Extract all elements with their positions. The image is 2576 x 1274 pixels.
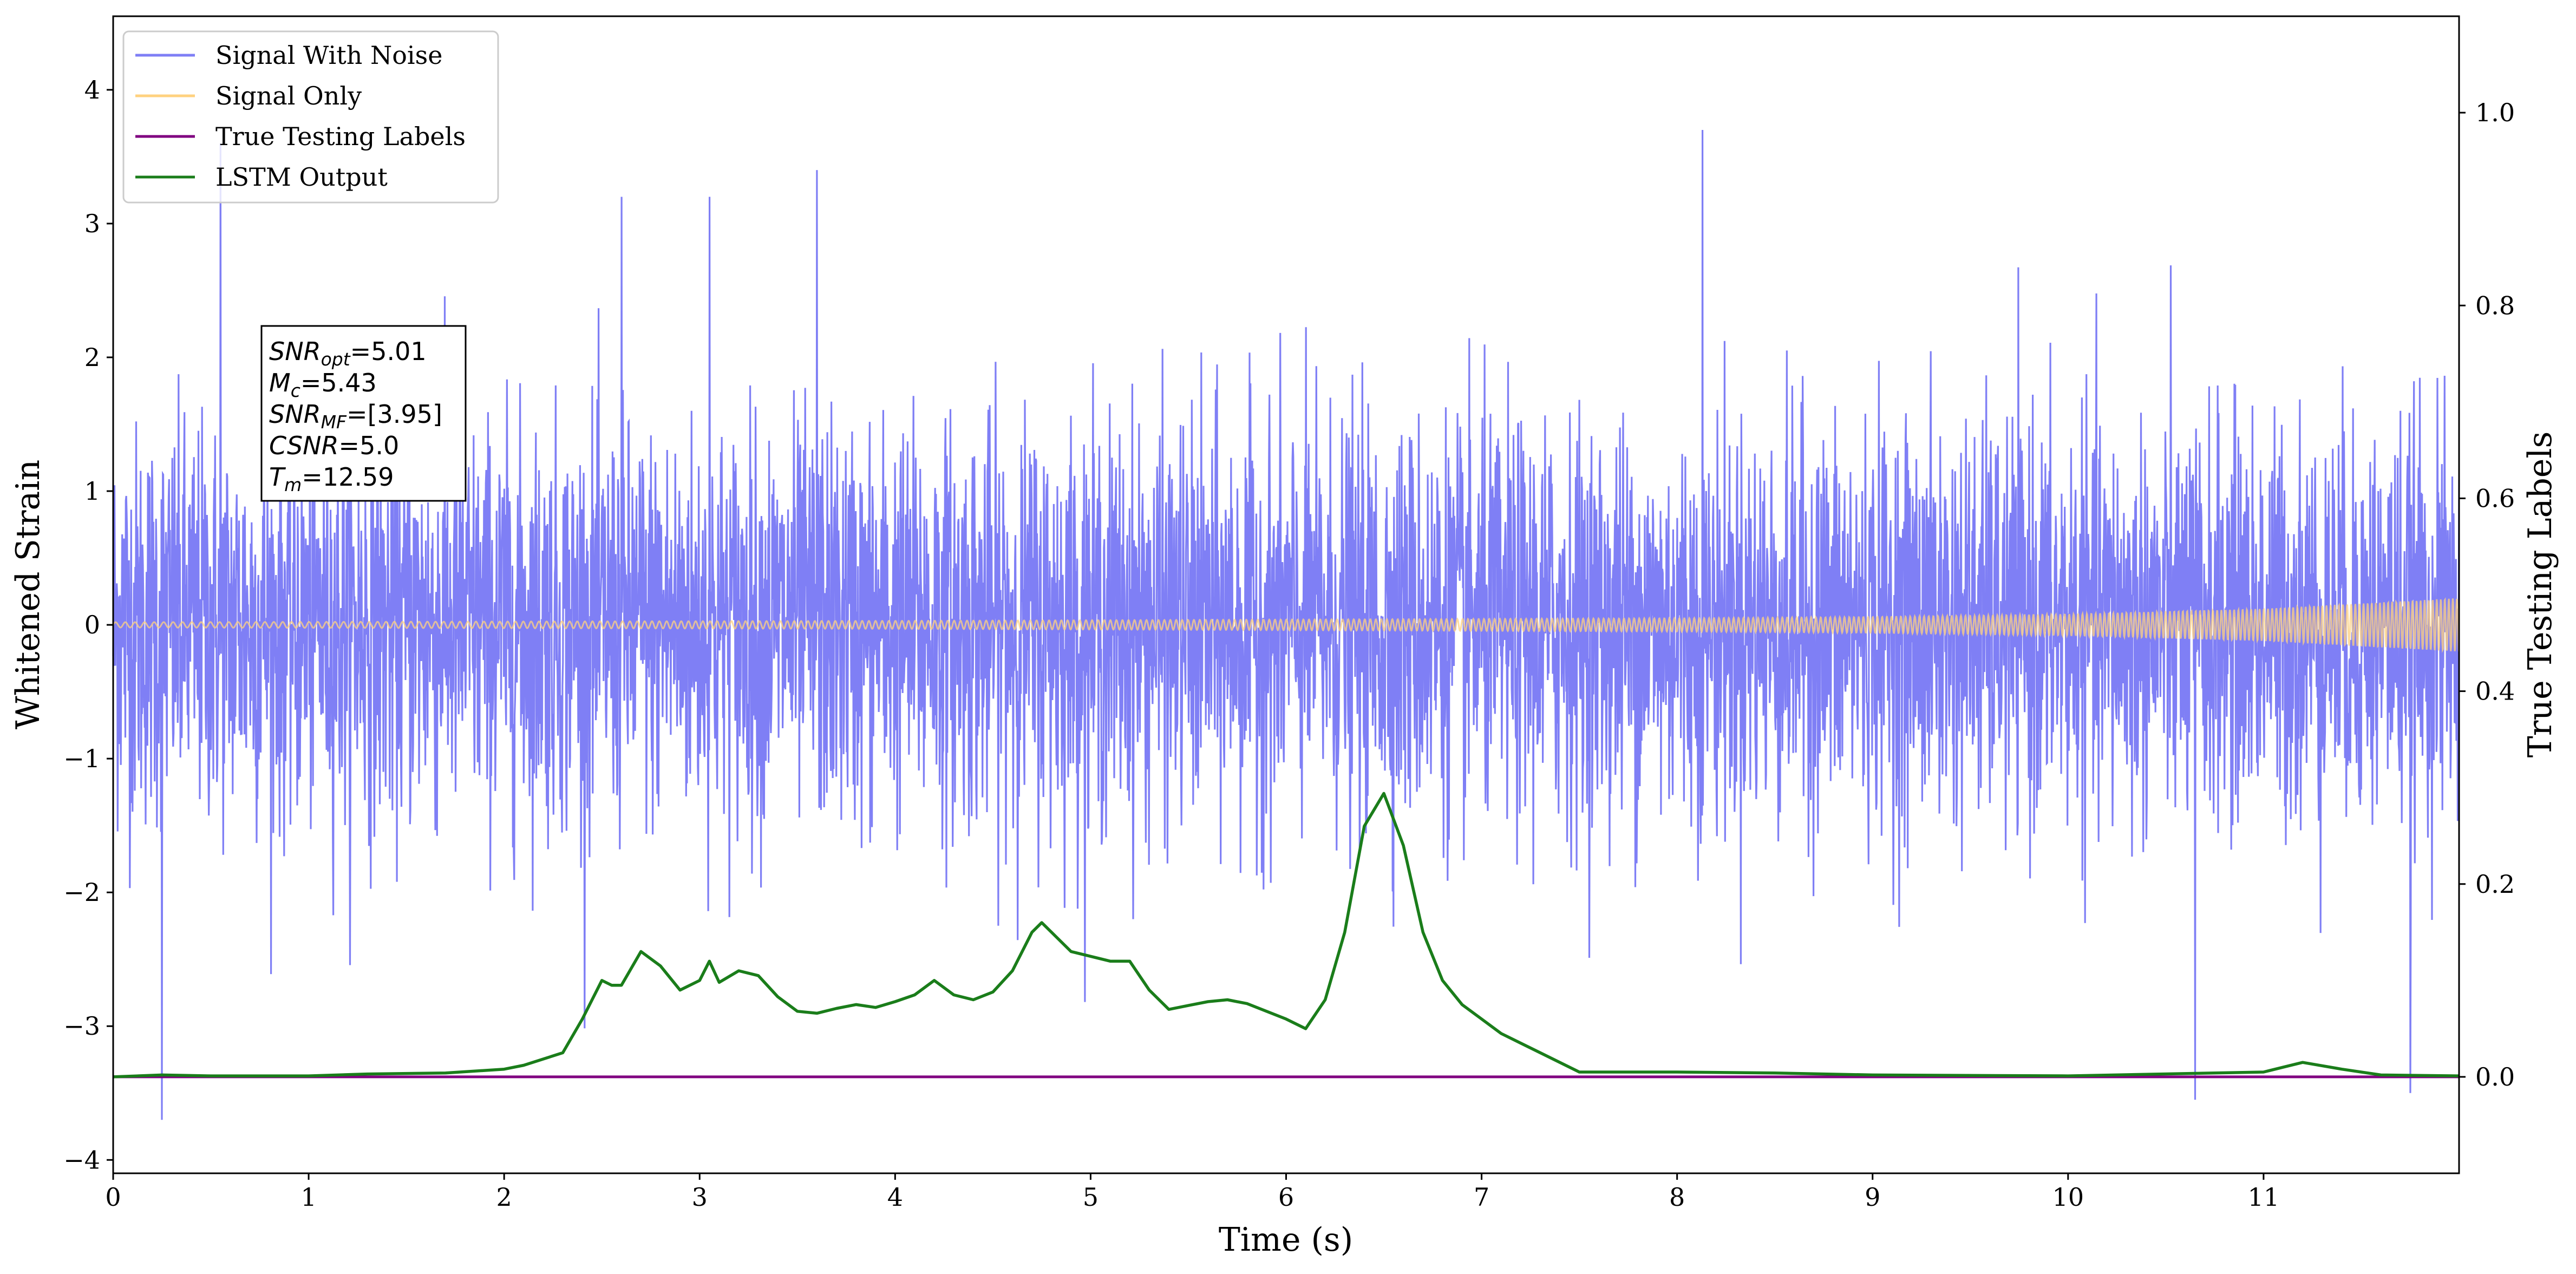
x-tick-label: 3 [692, 1182, 708, 1212]
y-left-tick-label: −2 [63, 878, 100, 907]
x-tick-label: 7 [1474, 1182, 1489, 1212]
lstm-output-line [113, 792, 2460, 1079]
x-tick-label: 8 [1669, 1182, 1685, 1212]
x-tick-label: 10 [2052, 1182, 2084, 1212]
x-tick-label: 9 [1865, 1182, 1880, 1212]
x-tick-label: 4 [887, 1182, 903, 1212]
y-left-tick-label: 3 [84, 209, 100, 238]
y-right-tick-label: 0.2 [2475, 870, 2515, 899]
legend: Signal With Noise Signal Only True Testing… [122, 30, 499, 204]
x-tick-label: 5 [1083, 1182, 1099, 1212]
y-left-tick-label: 1 [84, 476, 100, 506]
y-right-tick-label: 0.4 [2475, 677, 2515, 706]
legend-label: Signal Only [215, 81, 362, 110]
y-left-tick-label: −3 [63, 1011, 100, 1041]
annotation-line: Mc=5.43 [269, 368, 377, 401]
y-left-tick-label: 2 [84, 343, 100, 372]
legend-label: Signal With Noise [215, 41, 442, 70]
x-tick-label: 11 [2248, 1182, 2280, 1212]
annotation-line: Tm=12.59 [269, 462, 394, 495]
lstm-output-series [113, 792, 2460, 1079]
x-tick-label: 0 [105, 1182, 121, 1212]
y-left-axis-ticks: −4 −3 −2 −1 0 1 2 3 4 [63, 75, 113, 1174]
y-right-tick-label: 0.8 [2475, 291, 2515, 320]
signal-only-line [112, 597, 2460, 654]
legend-label: True Testing Labels [215, 122, 466, 151]
signal-only-series [112, 597, 2460, 654]
annotation-line: SNRMF=[3.95] [269, 400, 442, 433]
legend-label: LSTM Output [215, 162, 388, 192]
x-tick-label: 2 [496, 1182, 512, 1212]
plot-area [112, 129, 2460, 1120]
y-right-axis-ticks: 0.0 0.2 0.4 0.6 0.8 1.0 [2459, 98, 2515, 1092]
annotation-line: CSNR=5.0 [269, 431, 399, 460]
legend-frame [122, 30, 499, 204]
annotation-line: SNRopt=5.01 [269, 337, 427, 370]
y-right-tick-label: 0.6 [2475, 484, 2515, 513]
y-left-tick-label: −4 [63, 1145, 100, 1174]
y-right-tick-label: 1.0 [2475, 98, 2515, 127]
y-left-tick-label: 4 [84, 75, 100, 104]
x-tick-label: 1 [300, 1182, 316, 1212]
y-left-tick-label: 0 [84, 610, 100, 639]
annotation-box: SNRopt=5.01Mc=5.43SNRMF=[3.95]CSNR=5.0Tm… [260, 325, 467, 502]
y-left-tick-label: −1 [63, 744, 100, 773]
annotation-frame [260, 325, 467, 502]
y-right-tick-label: 0.0 [2475, 1062, 2515, 1092]
x-tick-label: 6 [1278, 1182, 1294, 1212]
x-axis-title: Time (s) [1219, 1221, 1353, 1259]
y-right-axis-title: True Testing Labels [2521, 432, 2559, 758]
y-left-axis-title: Whitened Strain [9, 460, 47, 729]
x-axis-ticks: 0 1 2 3 4 5 6 7 8 9 10 11 [105, 1173, 2279, 1212]
